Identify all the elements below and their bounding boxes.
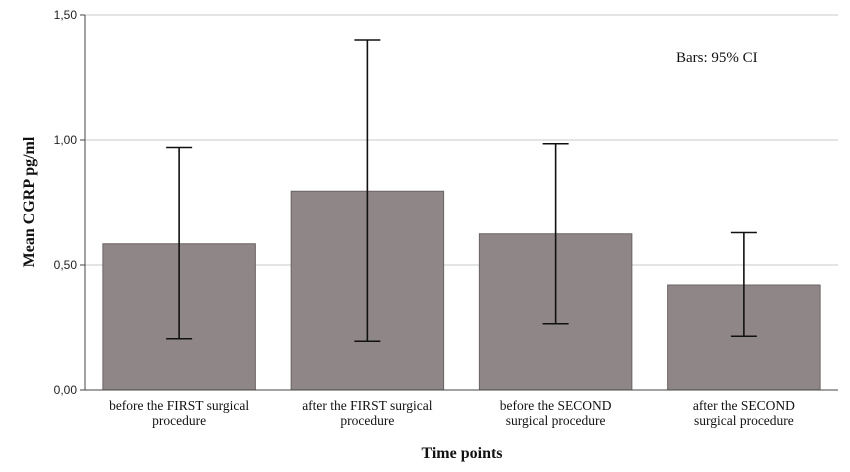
x-category-label: procedure [340, 413, 394, 428]
y-tick-label: 0,50 [54, 258, 78, 272]
x-category-label: surgical procedure [506, 413, 606, 428]
ci-annotation: Bars: 95% CI [676, 50, 758, 66]
y-axis-title: Mean CGRP pg/ml [21, 136, 38, 267]
x-category-label: procedure [152, 413, 206, 428]
x-category-labels: before the FIRST surgicalprocedureafter … [109, 398, 795, 428]
x-category-label: before the FIRST surgical [109, 398, 249, 413]
axes [80, 14, 838, 391]
x-category-label: after the FIRST surgical [302, 398, 433, 413]
y-tick-labels: 0,00 0,50 1,00 1,50 [54, 8, 78, 397]
error-bars [166, 39, 757, 343]
y-tick-label: 0,00 [54, 383, 78, 397]
x-axis-title: Time points [421, 445, 502, 462]
x-category-label: before the SECOND [500, 398, 612, 413]
y-tick-label: 1,00 [54, 133, 78, 147]
x-category-label: surgical procedure [694, 413, 794, 428]
y-tick-label: 1,50 [54, 8, 78, 22]
bars [102, 190, 821, 391]
x-category-label: after the SECOND [693, 398, 795, 413]
